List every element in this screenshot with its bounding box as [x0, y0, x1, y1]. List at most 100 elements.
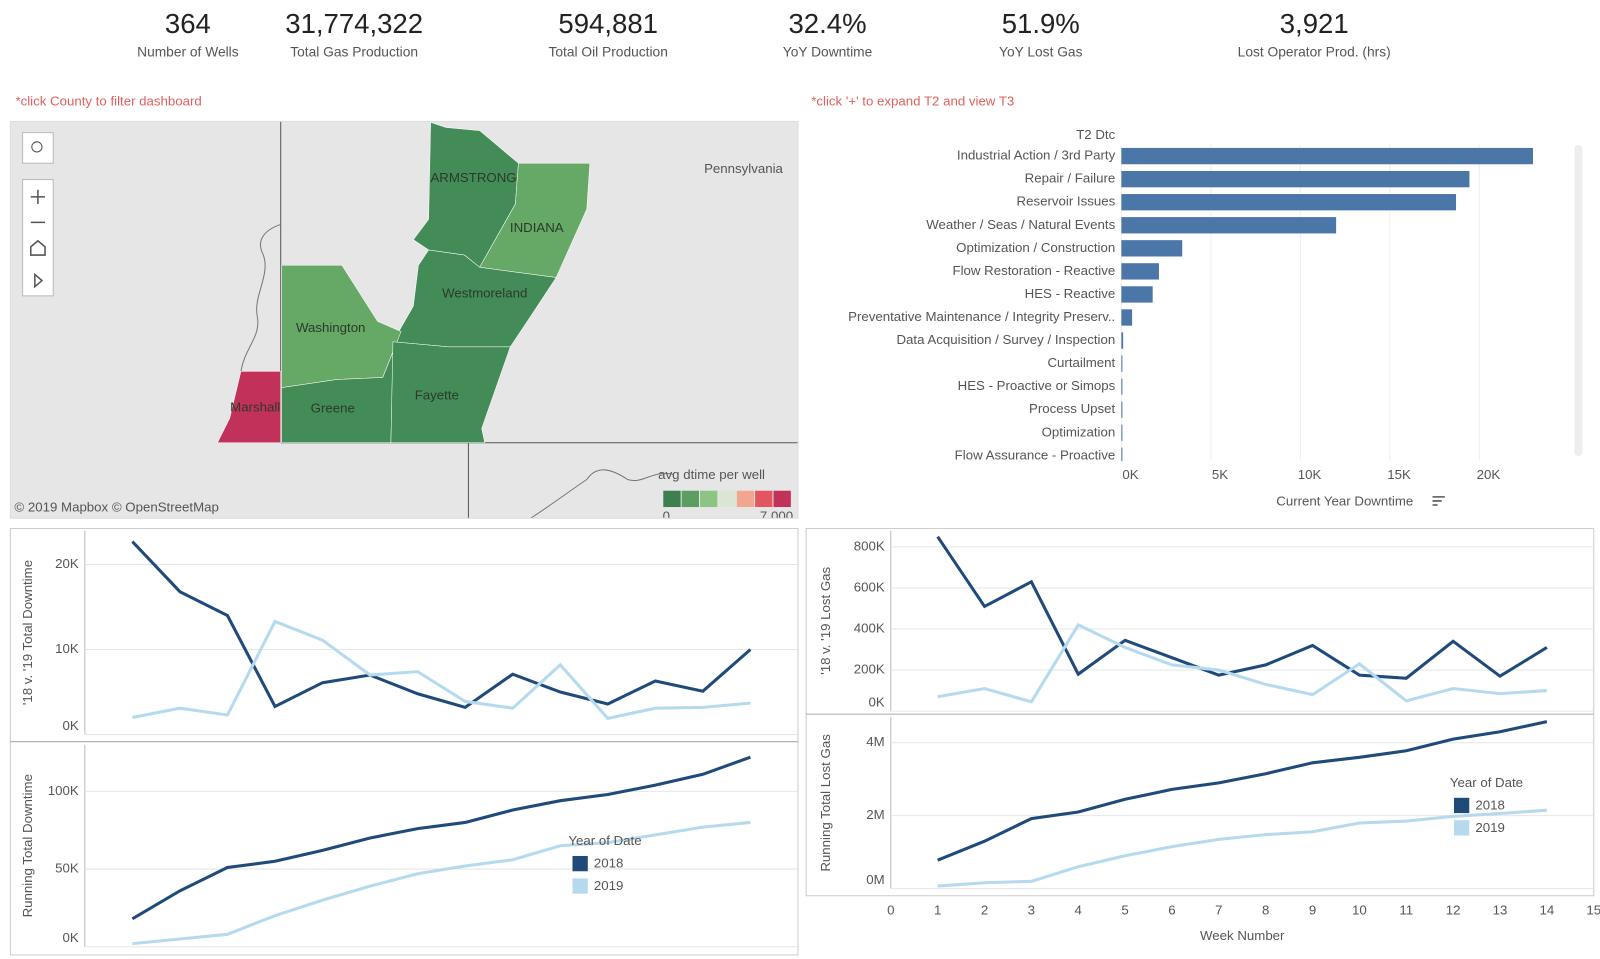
series-line	[132, 619, 751, 721]
y-tick-label: 10K	[55, 641, 79, 656]
y-tick-label: 100K	[48, 783, 79, 798]
legend-tick-label: 0	[663, 509, 670, 524]
series-line	[937, 720, 1548, 862]
bar	[1121, 240, 1183, 257]
x-tick-label: 9	[1309, 903, 1316, 918]
x-tick-label: 0K	[1122, 467, 1138, 482]
legend-swatch	[1453, 797, 1470, 814]
y-tick-label: 400K	[854, 621, 885, 636]
county-label: Fayette	[415, 387, 459, 402]
category-label: Preventative Maintenance / Integrity Pre…	[848, 309, 1115, 324]
x-tick-label: 8	[1262, 903, 1269, 918]
kpi-value: 51.9%	[1002, 8, 1080, 39]
y-tick-label: 0K	[62, 718, 78, 733]
legend-label: 2019	[1475, 820, 1504, 835]
bar-chart: Industrial Action / 3rd Party Repair / Fa…	[848, 144, 1533, 462]
category-label: Repair / Failure	[1025, 171, 1116, 186]
legend-swatch	[1453, 820, 1470, 836]
bar	[1121, 194, 1457, 211]
x-tick-label: 6	[1168, 903, 1175, 918]
x-tick-label: 7	[1215, 903, 1222, 918]
series-line	[132, 820, 751, 946]
attribution: © 2019 Mapbox © OpenStreetMap	[14, 500, 218, 515]
x-tick-label: 0	[887, 903, 894, 918]
kpi-label: Total Oil Production	[549, 45, 668, 60]
county-label: INDIANA	[510, 220, 564, 235]
legend-tick-label: 7,000	[760, 509, 793, 524]
series-line	[937, 622, 1547, 704]
kpi-value: 32.4%	[789, 8, 867, 39]
category-label: Weather / Seas / Natural Events	[926, 217, 1115, 232]
legend-title: avg dtime per well	[658, 467, 765, 482]
category-label: Data Acquisition / Survey / Inspection	[896, 332, 1115, 347]
kpi-row: 364 Number of Wells 31,774,322 Total Gas…	[137, 8, 1391, 60]
category-label: Optimization / Construction	[956, 240, 1115, 255]
kpi-value: 594,881	[558, 8, 658, 39]
legend-label: 2019	[594, 878, 623, 893]
y-tick-label: 0K	[62, 930, 78, 945]
river	[240, 223, 281, 372]
y-tick-label: 50K	[55, 861, 79, 876]
x-tick-label: 10K	[1298, 467, 1322, 482]
y-tick-label: 600K	[854, 579, 885, 594]
kpi-label: YoY Lost Gas	[999, 45, 1083, 60]
category-label: Reservoir Issues	[1017, 194, 1116, 209]
county[interactable]	[217, 371, 281, 444]
search-button[interactable]	[22, 132, 54, 164]
x-tick-label: 3	[1028, 903, 1035, 918]
control-icons	[29, 189, 46, 289]
category-label: Flow Restoration - Reactive	[952, 263, 1115, 278]
note: *click County to filter dashboard	[15, 94, 201, 109]
x-tick-label: 5K	[1212, 467, 1228, 482]
x-tick-label: 14	[1539, 903, 1554, 918]
x-tick-label: 2	[981, 903, 988, 918]
category-label: Process Upset	[1029, 401, 1115, 416]
y-tick-label: 20K	[55, 556, 79, 571]
legend-swatch	[736, 490, 755, 508]
series-line	[936, 535, 1548, 680]
bar	[1121, 263, 1159, 280]
kpi-label: Lost Operator Prod. (hrs)	[1238, 45, 1391, 60]
x-tick-label: 15K	[1387, 467, 1411, 482]
bar	[1121, 401, 1123, 418]
legend-swatch	[681, 490, 699, 508]
x-tick-label: 4	[1075, 903, 1082, 918]
y-axis-title: '18 v. '19 Total Downtime	[20, 560, 35, 705]
map: Pennsylvania ARMSTRONG INDIANA Westmorel…	[10, 121, 798, 524]
map-frame	[9, 120, 799, 519]
legend-swatch	[700, 490, 718, 508]
legend-label: 2018	[594, 856, 623, 871]
bar	[1121, 424, 1123, 441]
legend-swatch	[773, 490, 791, 508]
bar	[1121, 447, 1123, 462]
legend-swatch	[572, 855, 588, 872]
y-tick-label: 0K	[868, 694, 884, 709]
county[interactable]	[390, 341, 511, 444]
x-tick-label: 5	[1121, 903, 1128, 918]
sort-icon	[1432, 496, 1445, 506]
county-label: Greene	[311, 401, 355, 416]
x-tick-label: 20K	[1477, 467, 1501, 482]
legend-swatch	[663, 490, 681, 508]
scrollbar[interactable]	[1574, 144, 1583, 457]
x-tick-label: 15	[1586, 903, 1600, 918]
legend-label: 2018	[1475, 797, 1504, 812]
county-label: ARMSTRONG	[430, 170, 516, 185]
legend-swatch	[572, 878, 588, 894]
y-axis-title: Running Total Lost Gas	[818, 734, 833, 872]
bar	[1121, 147, 1533, 165]
color-legend: 0 7,000	[663, 490, 793, 524]
county-label: Marshall	[230, 400, 280, 415]
legend-title: Year of Date	[1450, 775, 1523, 790]
category-label: HES - Reactive	[1025, 286, 1116, 301]
bar	[1121, 309, 1133, 326]
search-icon	[31, 141, 43, 153]
map-background	[10, 121, 798, 519]
legend-swatch	[755, 490, 773, 508]
category-label: Industrial Action / 3rd Party	[957, 148, 1116, 163]
x-tick-label: 11	[1399, 903, 1413, 918]
x-axis-title: Current Year Downtime	[1276, 493, 1413, 508]
kpi-value: 3,921	[1280, 8, 1349, 39]
kpi-label: Total Gas Production	[290, 45, 418, 60]
